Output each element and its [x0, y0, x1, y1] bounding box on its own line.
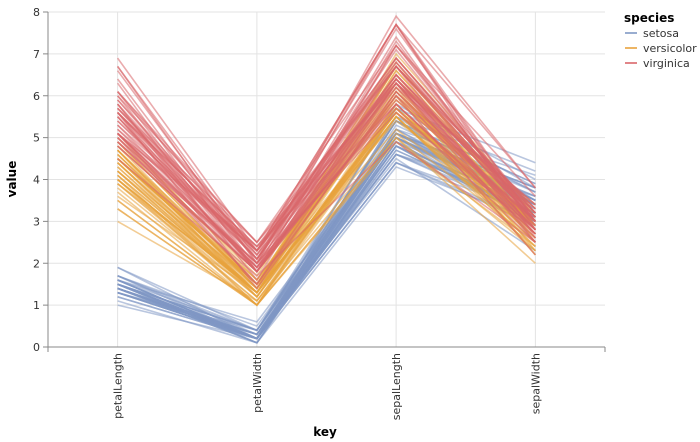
series-lines — [116, 14, 537, 344]
legend-title: species — [624, 11, 674, 25]
series-line — [116, 23, 537, 253]
series-line — [116, 23, 537, 265]
y-tick-label: 8 — [33, 6, 40, 19]
legend-label: versicolor — [643, 42, 697, 55]
legend-label: setosa — [643, 27, 679, 40]
series-line — [117, 65, 536, 252]
series-line — [117, 136, 536, 307]
x-tick-label: sepalWidth — [529, 353, 542, 414]
x-tick-label: petalLength — [112, 353, 125, 419]
y-tick-label: 0 — [33, 341, 40, 354]
x-tick-label: petalWidth — [251, 353, 264, 413]
series-line — [117, 77, 536, 257]
x-axis-title: key — [313, 425, 337, 439]
y-tick-label: 4 — [33, 174, 40, 187]
series-line — [117, 65, 536, 244]
series-line — [117, 140, 536, 277]
series-line — [117, 94, 536, 273]
series-line — [117, 98, 536, 273]
tick-labels: 0 1 2 3 4 5 6 7 8 petalLength petalWidth sepalLengt… — [33, 6, 542, 420]
series-line — [117, 115, 536, 294]
series-line — [117, 132, 536, 302]
legend-label: virginica — [643, 57, 690, 70]
series-line — [117, 115, 536, 307]
y-tick-label: 5 — [33, 132, 40, 145]
axes — [43, 11, 606, 352]
series-virginica — [116, 14, 537, 290]
x-tick-label: sepalLength — [390, 353, 403, 420]
y-tick-label: 3 — [33, 215, 40, 228]
y-tick-label: 1 — [33, 299, 40, 312]
y-tick-label: 7 — [33, 48, 40, 61]
y-tick-label: 2 — [33, 257, 40, 270]
series-line — [117, 86, 536, 252]
legend: species setosa versicolor virginica — [624, 11, 697, 70]
y-axis-title: value — [5, 161, 19, 198]
y-tick-label: 6 — [33, 90, 40, 103]
